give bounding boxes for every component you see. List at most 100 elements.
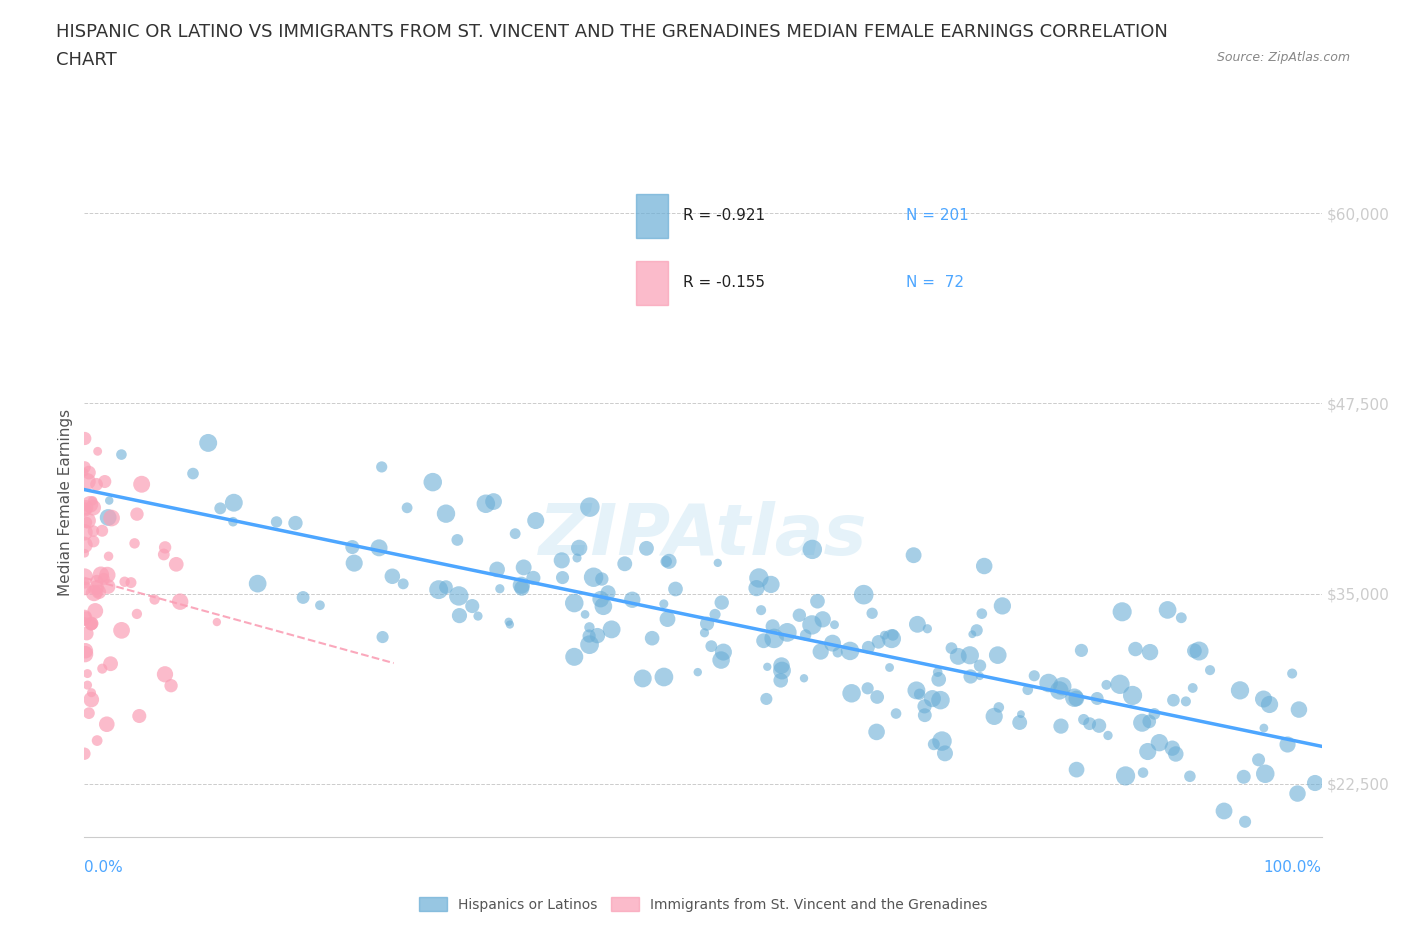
Point: [110, 447, 132, 462]
Point: [613, 556, 636, 571]
Point: [422, 474, 444, 489]
Point: [143, 592, 166, 607]
Point: [522, 570, 544, 585]
Point: [153, 540, 176, 555]
Point: [381, 569, 404, 584]
Point: [73, 431, 96, 445]
Point: [96, 567, 118, 582]
Point: [1277, 737, 1299, 752]
Point: [565, 551, 588, 565]
Point: [75, 609, 97, 624]
Point: [84, 604, 107, 618]
Point: [209, 501, 232, 516]
Point: [1229, 683, 1251, 698]
Point: [87, 585, 110, 600]
Point: [1115, 768, 1137, 783]
Point: [776, 625, 799, 640]
Point: [621, 592, 644, 607]
Point: [427, 582, 450, 597]
Point: [756, 659, 779, 674]
Point: [77, 513, 100, 528]
Point: [93, 571, 115, 586]
Point: [769, 673, 792, 688]
Point: [762, 618, 785, 633]
Text: CHART: CHART: [56, 51, 117, 69]
Point: [197, 435, 219, 450]
Point: [169, 594, 191, 609]
Point: [658, 554, 681, 569]
Point: [959, 669, 981, 684]
Point: [1247, 752, 1270, 767]
Point: [907, 617, 929, 631]
Point: [73, 538, 96, 552]
Point: [1066, 691, 1088, 706]
Point: [1052, 679, 1074, 694]
Point: [1125, 642, 1147, 657]
Point: [96, 717, 118, 732]
Point: [76, 515, 98, 530]
Point: [706, 555, 728, 570]
Point: [77, 465, 100, 480]
Point: [1139, 644, 1161, 659]
Point: [914, 699, 936, 714]
Point: [73, 577, 96, 591]
Point: [1161, 740, 1184, 755]
Point: [962, 627, 984, 642]
Point: [100, 657, 122, 671]
Point: [801, 542, 824, 557]
Point: [574, 607, 596, 622]
Point: [710, 595, 733, 610]
Point: [1078, 716, 1101, 731]
Point: [73, 581, 96, 596]
Point: [73, 546, 96, 561]
Point: [1170, 610, 1192, 625]
Point: [1109, 677, 1132, 692]
Point: [631, 671, 654, 685]
Point: [922, 737, 945, 751]
Point: [745, 580, 768, 595]
Point: [97, 579, 120, 594]
Point: [710, 653, 733, 668]
Legend: Hispanics or Latinos, Immigrants from St. Vincent and the Grenadines: Hispanics or Latinos, Immigrants from St…: [413, 891, 993, 917]
Point: [1288, 702, 1310, 717]
Point: [759, 577, 782, 591]
Point: [579, 499, 602, 514]
Point: [1097, 728, 1119, 743]
Point: [591, 572, 613, 587]
Point: [1184, 644, 1206, 658]
Point: [770, 658, 793, 673]
Point: [1234, 815, 1257, 830]
Point: [80, 618, 103, 632]
Point: [181, 466, 204, 481]
Point: [969, 658, 991, 673]
Point: [110, 623, 132, 638]
Point: [586, 628, 609, 643]
Point: [1253, 692, 1275, 707]
Point: [987, 647, 1010, 662]
Point: [120, 575, 142, 590]
Point: [600, 622, 623, 637]
Point: [1047, 683, 1070, 698]
Point: [75, 644, 97, 658]
Point: [73, 502, 96, 517]
Point: [128, 709, 150, 724]
Point: [941, 641, 963, 656]
Point: [86, 477, 108, 492]
Point: [114, 575, 136, 590]
Point: [1213, 804, 1236, 818]
Point: [292, 590, 315, 604]
Point: [827, 645, 849, 660]
Point: [582, 570, 605, 585]
Point: [449, 608, 471, 623]
Point: [655, 554, 678, 569]
Point: [125, 507, 148, 522]
Point: [82, 534, 104, 549]
Point: [1136, 744, 1159, 759]
Point: [222, 514, 245, 529]
Point: [1063, 690, 1085, 705]
Point: [562, 649, 585, 664]
Point: [858, 640, 880, 655]
Point: [1070, 643, 1092, 658]
Point: [1254, 766, 1277, 781]
Point: [641, 631, 664, 645]
